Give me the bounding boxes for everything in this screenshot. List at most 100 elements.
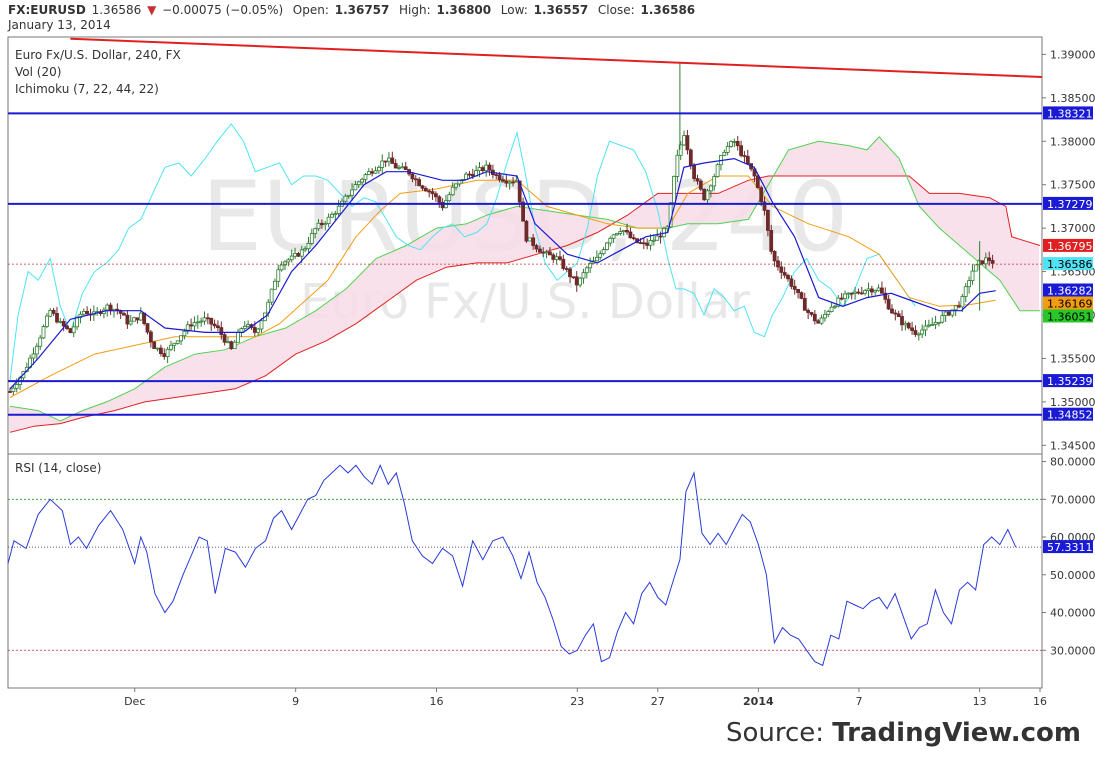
rsi-panel[interactable] <box>7 453 1043 689</box>
high-value: 1.36800 <box>436 3 492 17</box>
candle-body <box>527 237 532 242</box>
candle-body <box>165 348 170 357</box>
candle-body <box>571 276 576 279</box>
price-tick-label: 1.35500 <box>1050 352 1095 365</box>
candle-body <box>641 242 646 245</box>
candle-body <box>802 297 807 311</box>
candle-body <box>430 191 435 195</box>
candle-body <box>128 320 133 325</box>
candle-body <box>192 322 197 327</box>
candle-body <box>685 135 690 151</box>
time-tick-label: 23 <box>570 695 584 708</box>
candle-body <box>420 185 425 189</box>
candle-body <box>598 253 603 258</box>
candle-body <box>346 194 351 197</box>
candle-body <box>289 255 294 261</box>
candle-body <box>236 331 240 343</box>
candle-body <box>621 229 626 232</box>
candle-body <box>568 268 572 278</box>
candle-body <box>883 292 888 300</box>
rsi-badge-label: 57.3311 <box>1047 541 1093 554</box>
candle-body <box>678 144 683 156</box>
candle-body <box>846 292 851 295</box>
candle-body <box>608 237 613 244</box>
price-badge: 1.37279 <box>1043 196 1093 211</box>
candle-body <box>41 326 46 339</box>
rsi-line <box>7 464 1017 667</box>
candle-body <box>363 174 368 180</box>
candle-body <box>722 151 727 156</box>
candle-body <box>75 317 79 328</box>
candle-body <box>34 345 39 355</box>
rsi-badge-background <box>1043 540 1093 554</box>
candle-body <box>755 175 760 189</box>
candle-body <box>742 155 747 157</box>
time-tick-label: 13 <box>973 695 987 708</box>
legend-title: Euro Fx/U.S. Dollar, 240, FX <box>15 48 181 62</box>
candle-body <box>715 164 720 177</box>
time-tick-label: 16 <box>429 695 443 708</box>
candle-body <box>843 293 847 299</box>
low-label: Low: <box>500 3 528 17</box>
candle-body <box>222 334 227 343</box>
candle-body <box>447 194 452 202</box>
candle-body <box>31 353 36 359</box>
candle-body <box>628 231 633 239</box>
price-badge-background <box>1043 407 1093 421</box>
low-value: 1.36557 <box>533 3 589 17</box>
price-badge-label: 1.36051 <box>1047 311 1093 324</box>
candle-body <box>876 287 881 291</box>
price-badge-label: 1.38321 <box>1047 107 1093 120</box>
candle-body <box>712 176 717 187</box>
candle-body <box>464 173 469 180</box>
candle-body <box>792 285 797 290</box>
candle-body <box>920 329 925 335</box>
candle-body <box>960 296 965 308</box>
candle-body <box>400 166 405 169</box>
candle-body <box>122 313 126 316</box>
candle-body <box>672 175 676 204</box>
candle-body <box>688 149 693 166</box>
rsi-tick-label: 40.0000 <box>1050 607 1095 620</box>
source-brand: TradingView.com <box>832 718 1081 748</box>
candle-body <box>494 174 499 177</box>
candle-body <box>849 292 854 295</box>
candle-body <box>859 292 864 295</box>
candle-body <box>943 311 948 316</box>
candle-body <box>205 317 210 320</box>
candle-body <box>517 180 522 203</box>
candle-body <box>437 196 442 203</box>
candle-body <box>900 316 904 326</box>
candle-body <box>38 337 43 347</box>
candle-body <box>595 256 599 262</box>
price-tick-label: 1.38500 <box>1050 92 1095 105</box>
candle-body <box>588 262 593 269</box>
candle-body <box>839 297 844 300</box>
price-badge-label: 1.36169 <box>1047 298 1093 311</box>
time-tick-label: 2014 <box>743 695 774 708</box>
legend-rsi: RSI (14, close) <box>15 461 101 475</box>
candle-body <box>759 187 764 203</box>
candle-body <box>933 321 938 325</box>
candle-body <box>484 164 489 172</box>
candle-body <box>373 170 378 174</box>
candle-body <box>584 267 589 274</box>
candle-body <box>135 317 140 321</box>
candle-body <box>279 264 284 271</box>
candle-body <box>548 251 552 256</box>
candle-body <box>605 242 609 250</box>
candle-body <box>745 155 750 165</box>
candle-body <box>558 256 562 260</box>
candle-body <box>890 308 894 314</box>
candle-body <box>829 306 834 313</box>
candle-body <box>226 341 230 344</box>
candle-body <box>162 353 167 358</box>
candle-body <box>148 331 153 343</box>
candle-body <box>232 341 237 349</box>
candle-body <box>169 344 173 350</box>
candle-body <box>423 187 428 192</box>
candle-body <box>433 193 438 198</box>
candle-body <box>252 327 257 333</box>
candle-body <box>873 290 878 293</box>
